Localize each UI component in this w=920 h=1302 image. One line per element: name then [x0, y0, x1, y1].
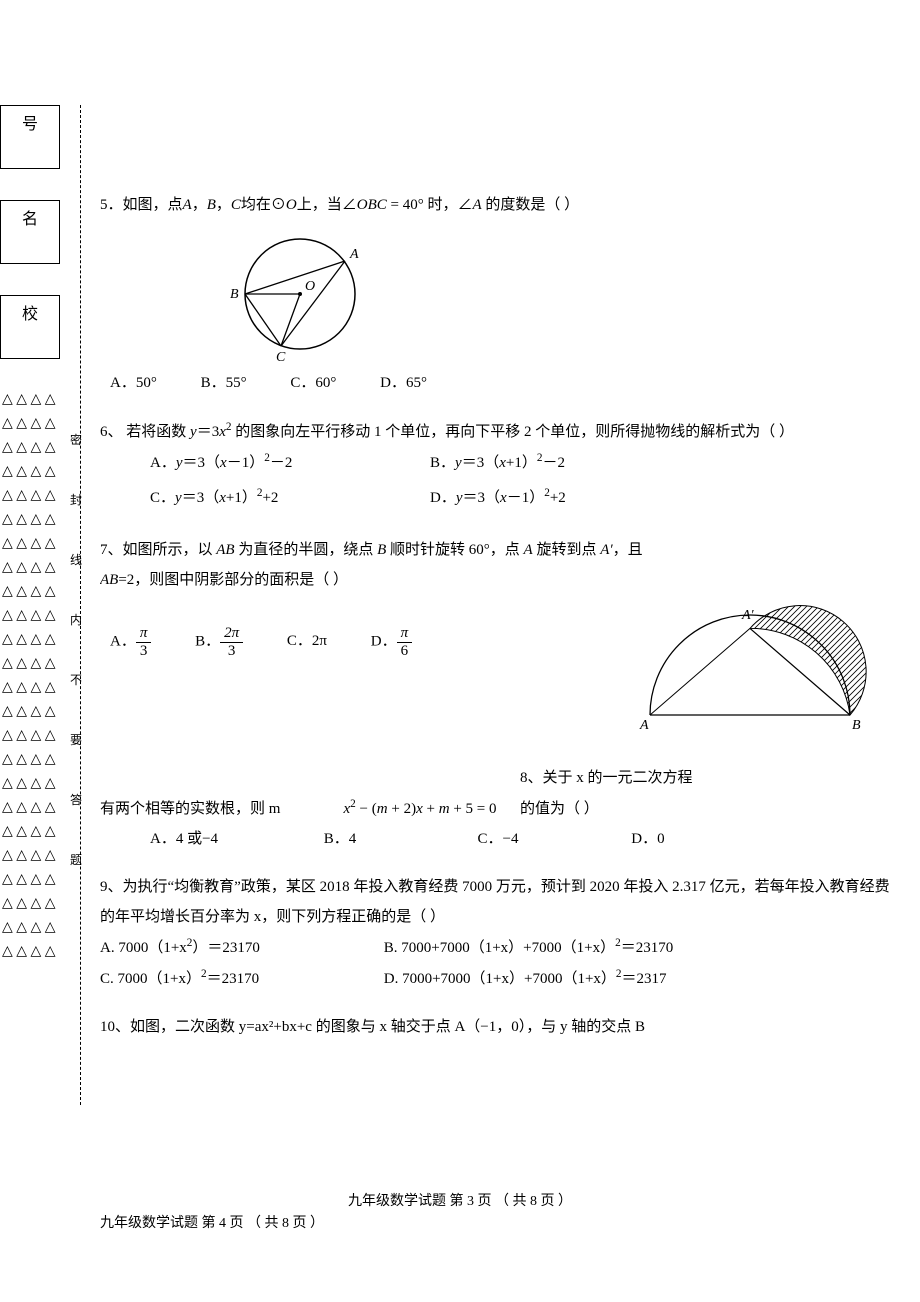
q7-opt-a: A．π3 [110, 625, 151, 659]
q8-stem-b: 有两个相等的实数根，则 m [100, 794, 320, 824]
q8-opt-c: C．−4 [478, 824, 628, 854]
q6-options: A．y＝3（x－1）2－2 B．y＝3（x+1）2－2 C．y＝3（x+1）2+… [100, 447, 890, 517]
q9-opt-d: D. 7000+7000（1+x）+7000（1+x）2＝2317 [384, 963, 667, 994]
q5-label-C: C [276, 350, 286, 364]
q5-opt-d: D．65° [380, 368, 427, 398]
field-name-label: 名 [1, 201, 59, 235]
q8-options: A．4 或−4 B．4 C．−4 D．0 [100, 824, 890, 854]
q9-row1: A. 7000（1+x2）＝23170 B. 7000+7000（1+x）+70… [100, 932, 890, 963]
triangle-pattern: △ △ △ △△ △ △ △△ △ △ △△ △ △ △△ △ △ △△ △ △… [2, 388, 88, 964]
q8-opt-b: B．4 [324, 824, 474, 854]
q8-equation: x2 − (m + 2)x + m + 5 = 0 [320, 793, 520, 824]
field-name: 名 [0, 200, 60, 264]
page-footer-1: 九年级数学试题 第 3 页 （ 共 8 页 ） [0, 1190, 920, 1210]
q7-label-Ap: A′ [741, 608, 755, 623]
field-school: 校 [0, 295, 60, 359]
q5-opt-c: C．60° [290, 368, 336, 398]
question-7: 7、如图所示，以 AB 为直径的半圆，绕点 B 顺时针旋转 60°，点 A 旋转… [100, 535, 890, 745]
q7-figure: A B A′ [620, 595, 870, 735]
q7-opt-b: B．2π3 [195, 625, 243, 659]
q5-opt-a: A．50° [110, 368, 157, 398]
q9-opt-b: B. 7000+7000（1+x）+7000（1+x）2＝23170 [384, 932, 673, 963]
q10-stem: 10、如图，二次函数 y=ax²+bx+c 的图象与 x 轴交于点 A（−1，0… [100, 1012, 890, 1042]
q6-opt-a: A．y＝3（x－1）2－2 [150, 447, 430, 478]
q7-label-B: B [852, 718, 861, 733]
q5-stem: 5．如图，点A，B，C均在⊙O上，当∠OBC = 40° 时，∠A 的度数是（ … [100, 190, 890, 220]
q7-label-A: A [639, 718, 649, 733]
q8-stem-a: 8、关于 x 的一元二次方程 [520, 763, 870, 793]
q5-opt-b: B．55° [201, 368, 247, 398]
question-6: 6、 若将函数 y＝3x2 的图象向左平行移动 1 个单位，再向下平移 2 个单… [100, 416, 890, 517]
q6-stem: 6、 若将函数 y＝3x2 的图象向左平行移动 1 个单位，再向下平移 2 个单… [100, 416, 890, 447]
q6-opt-c: C．y＝3（x+1）2+2 [150, 482, 430, 513]
field-number: 号 [0, 105, 60, 169]
q6-opt-b: B．y＝3（x+1）2－2 [430, 447, 710, 478]
q9-row2: C. 7000（1+x）2＝23170 D. 7000+7000（1+x）+70… [100, 963, 890, 994]
q5-options: A．50° B．55° C．60° D．65° [100, 368, 890, 398]
q7-stem: 7、如图所示，以 AB 为直径的半圆，绕点 B 顺时针旋转 60°，点 A 旋转… [100, 535, 890, 595]
q8-opt-a: A．4 或−4 [150, 824, 320, 854]
binding-strip: 号 名 校 △ △ △ △△ △ △ △△ △ △ △△ △ △ △△ △ △ … [0, 0, 90, 1302]
q9-stem: 9、为执行“均衡教育”政策，某区 2018 年投入教育经费 7000 万元，预计… [100, 872, 890, 932]
q5-label-O: O [305, 279, 315, 294]
q8-opt-d: D．0 [631, 824, 751, 854]
q6-opt-d: D．y＝3（x－1）2+2 [430, 482, 710, 513]
exam-content: 5．如图，点A，B，C均在⊙O上，当∠OBC = 40° 时，∠A 的度数是（ … [100, 190, 890, 1060]
q5-label-A: A [349, 247, 359, 262]
question-10: 10、如图，二次函数 y=ax²+bx+c 的图象与 x 轴交于点 A（−1，0… [100, 1012, 890, 1042]
field-number-label: 号 [1, 106, 59, 140]
q8-stem-c: 的值为（ ） [520, 794, 680, 824]
q9-opt-a: A. 7000（1+x2）＝23170 [100, 932, 380, 963]
question-8: 8、关于 x 的一元二次方程 有两个相等的实数根，则 m x2 − (m + 2… [100, 763, 890, 854]
page-footer-2: 九年级数学试题 第 4 页 （ 共 8 页 ） [0, 1212, 920, 1232]
q5-figure: A B C O [220, 224, 380, 364]
q7-opt-c: C．2π [287, 626, 327, 656]
question-5: 5．如图，点A，B，C均在⊙O上，当∠OBC = 40° 时，∠A 的度数是（ … [100, 190, 890, 398]
q5-label-B: B [230, 287, 239, 302]
q9-opt-c: C. 7000（1+x）2＝23170 [100, 963, 380, 994]
question-9: 9、为执行“均衡教育”政策，某区 2018 年投入教育经费 7000 万元，预计… [100, 872, 890, 994]
q7-opt-d: D．π6 [371, 625, 412, 659]
field-school-label: 校 [1, 296, 59, 330]
